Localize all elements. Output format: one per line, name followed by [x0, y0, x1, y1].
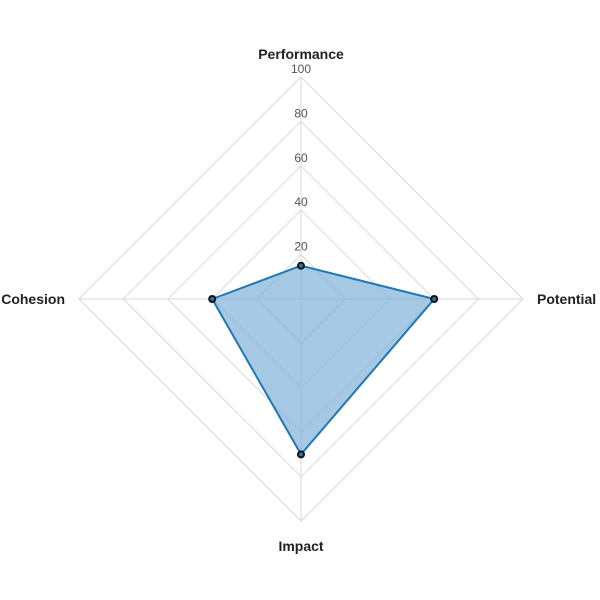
- axis-labels: Performance Potential Impact Cohesion: [1, 46, 596, 554]
- data-point[interactable]: [297, 261, 305, 270]
- axis-label-impact: Impact: [278, 538, 323, 554]
- tick-label: 60: [294, 151, 308, 165]
- radial-tick-labels: 20 40 60 80 100: [291, 62, 311, 254]
- series-layer: [208, 261, 439, 459]
- axis-label-cohesion: Cohesion: [1, 291, 65, 307]
- axis-label-potential: Potential: [537, 291, 596, 307]
- data-point[interactable]: [430, 295, 439, 303]
- tick-label: 40: [294, 195, 308, 209]
- axis-label-performance: Performance: [258, 46, 344, 62]
- data-point[interactable]: [208, 295, 217, 303]
- data-point[interactable]: [297, 450, 305, 459]
- series-area: [211, 264, 436, 456]
- tick-label: 80: [294, 106, 308, 120]
- tick-label: 100: [291, 62, 311, 76]
- tick-label: 20: [294, 240, 308, 254]
